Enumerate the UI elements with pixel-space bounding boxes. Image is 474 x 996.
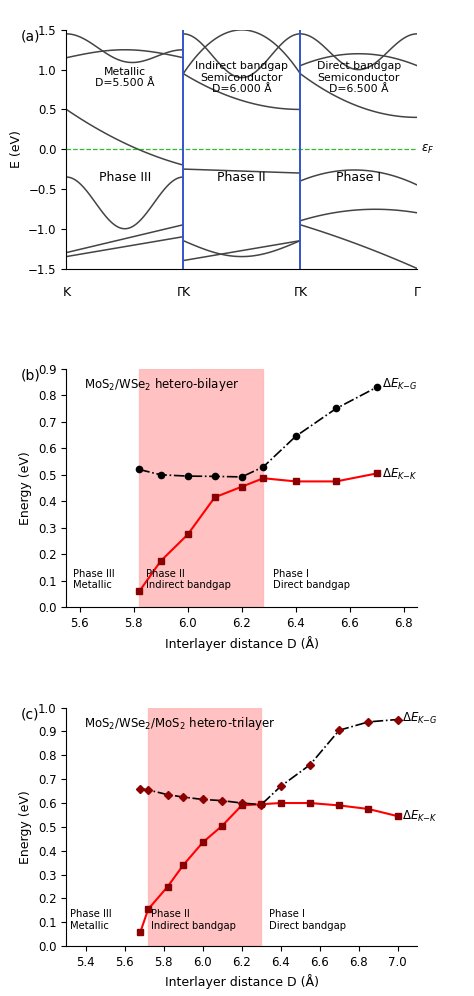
Y-axis label: Energy (eV): Energy (eV): [19, 451, 32, 525]
Text: Phase I: Phase I: [336, 170, 381, 183]
Text: $\Gamma$: $\Gamma$: [176, 286, 185, 299]
Text: $\Delta E_{K\mathrm{-}K}$: $\Delta E_{K\mathrm{-}K}$: [382, 467, 418, 482]
Text: MoS$_2$/WSe$_2$ hetero-bilayer: MoS$_2$/WSe$_2$ hetero-bilayer: [84, 375, 239, 392]
Text: Direct bandgap
Semiconductor
D=6.500 Å: Direct bandgap Semiconductor D=6.500 Å: [317, 61, 401, 95]
Text: Phase III
Metallic: Phase III Metallic: [70, 909, 112, 930]
X-axis label: Interlayer distance D (Å): Interlayer distance D (Å): [165, 635, 319, 650]
Text: $\Gamma$: $\Gamma$: [293, 286, 302, 299]
Text: K: K: [62, 286, 71, 299]
Text: K: K: [299, 286, 307, 299]
Text: (c): (c): [21, 707, 39, 721]
Bar: [148, 707, 261, 946]
Text: Phase II
Indirect bandgap: Phase II Indirect bandgap: [146, 569, 231, 590]
Text: Phase III: Phase III: [99, 170, 151, 183]
Text: Phase II
Indirect bandgap: Phase II Indirect bandgap: [151, 909, 236, 930]
Text: MoS$_2$/WSe$_2$/MoS$_2$ hetero-trilayer: MoS$_2$/WSe$_2$/MoS$_2$ hetero-trilayer: [84, 715, 275, 732]
Y-axis label: E (eV): E (eV): [9, 130, 23, 168]
X-axis label: Interlayer distance D (Å): Interlayer distance D (Å): [165, 974, 319, 989]
Text: K: K: [182, 286, 190, 299]
Text: Indirect bandgap
Semiconductor
D=6.000 Å: Indirect bandgap Semiconductor D=6.000 Å: [195, 61, 288, 95]
Text: Phase I
Direct bandgap: Phase I Direct bandgap: [273, 569, 350, 590]
Text: $\Delta E_{K\mathrm{-}G}$: $\Delta E_{K\mathrm{-}G}$: [382, 377, 418, 392]
Text: Phase II: Phase II: [218, 170, 266, 183]
Text: $\Delta E_{K\mathrm{-}G}$: $\Delta E_{K\mathrm{-}G}$: [401, 711, 437, 726]
Text: Phase I
Direct bandgap: Phase I Direct bandgap: [269, 909, 346, 930]
Text: (a): (a): [21, 30, 40, 44]
Text: (b): (b): [21, 369, 40, 382]
Text: $\Gamma$: $\Gamma$: [413, 286, 421, 299]
Bar: [139, 369, 264, 608]
Y-axis label: Energy (eV): Energy (eV): [19, 790, 32, 864]
Text: Metallic
D=5.500 Å: Metallic D=5.500 Å: [95, 67, 155, 89]
Text: $\Delta E_{K\mathrm{-}K}$: $\Delta E_{K\mathrm{-}K}$: [401, 809, 437, 824]
Text: $\varepsilon_F$: $\varepsilon_F$: [420, 142, 434, 155]
Text: Phase III
Metallic: Phase III Metallic: [73, 569, 115, 590]
